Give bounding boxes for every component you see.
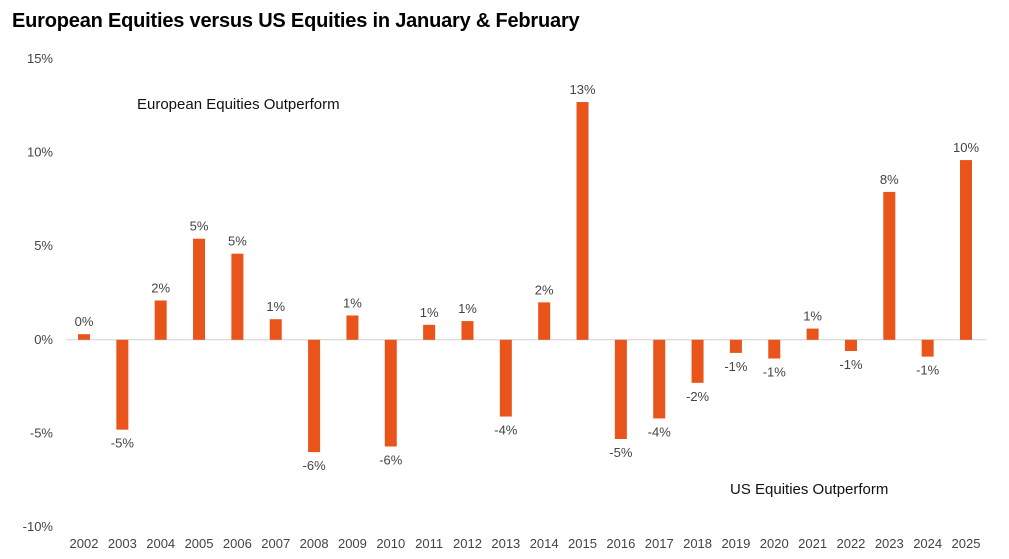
chart-title: European Equities versus US Equities in … bbox=[12, 10, 580, 32]
bar-2002 bbox=[78, 334, 90, 340]
data-label-2014: 2% bbox=[535, 282, 554, 297]
bar-2020 bbox=[768, 339, 781, 359]
x-tick-label: 2012 bbox=[453, 536, 482, 551]
bar-2004 bbox=[154, 300, 167, 340]
bar-2018 bbox=[691, 339, 704, 383]
data-label-2022: -1% bbox=[839, 357, 863, 372]
bar-2022 bbox=[844, 339, 857, 352]
bar-2012 bbox=[461, 321, 474, 340]
bar-2013 bbox=[499, 339, 512, 417]
data-label-2003: -5% bbox=[111, 436, 135, 451]
bar-2011 bbox=[423, 324, 436, 340]
data-labels-group: 0% -5% 2% 5% 5% 1% -6% 1% -6% 1% 1% -4% 2% 13% -5% -4% -… bbox=[75, 82, 980, 473]
data-label-2016: -5% bbox=[609, 445, 633, 460]
y-axis: 15% 10% 5% 0% -5% -10% bbox=[23, 51, 54, 534]
x-tick-label: 2016 bbox=[606, 536, 635, 551]
bar-2008 bbox=[308, 339, 321, 453]
x-tick-label: 2002 bbox=[70, 536, 99, 551]
data-label-2025: 10% bbox=[953, 140, 979, 155]
bar-2023 bbox=[883, 191, 896, 340]
bar-2017 bbox=[653, 339, 666, 419]
y-tick-label: 10% bbox=[27, 145, 53, 160]
data-label-2024: -1% bbox=[916, 363, 940, 378]
x-tick-label: 2024 bbox=[913, 536, 942, 551]
data-label-2007: 1% bbox=[266, 299, 285, 314]
data-label-2015: 13% bbox=[570, 82, 596, 97]
x-tick-label: 2017 bbox=[645, 536, 674, 551]
x-tick-label: 2013 bbox=[491, 536, 520, 551]
data-label-2009: 1% bbox=[343, 295, 362, 310]
bar-2010 bbox=[384, 339, 397, 447]
data-label-2017: -4% bbox=[648, 424, 672, 439]
x-tick-label: 2018 bbox=[683, 536, 712, 551]
x-tick-label: 2019 bbox=[721, 536, 750, 551]
bar-2024 bbox=[921, 339, 934, 357]
x-axis: 2002 2003 2004 2005 2006 2007 2008 2009 2010 2011… bbox=[70, 536, 981, 551]
bar-2014 bbox=[538, 302, 551, 340]
bar-2016 bbox=[614, 339, 627, 440]
annotation-us-outperform: US Equities Outperform bbox=[730, 481, 888, 498]
data-label-2004: 2% bbox=[151, 280, 170, 295]
data-label-2010: -6% bbox=[379, 453, 403, 468]
data-label-2019: -1% bbox=[724, 359, 748, 374]
x-tick-label: 2011 bbox=[415, 536, 443, 551]
bar-2005 bbox=[193, 238, 206, 340]
bar-2009 bbox=[346, 315, 359, 340]
bar-2003 bbox=[116, 339, 129, 430]
x-tick-label: 2014 bbox=[530, 536, 559, 551]
y-tick-label: 0% bbox=[34, 332, 53, 347]
bar-2025 bbox=[960, 160, 972, 340]
y-tick-label: 15% bbox=[27, 51, 53, 66]
x-tick-label: 2007 bbox=[261, 536, 290, 551]
x-tick-label: 2021 bbox=[798, 536, 827, 551]
x-tick-label: 2015 bbox=[568, 536, 597, 551]
y-tick-label: 5% bbox=[34, 238, 53, 253]
data-label-2005: 5% bbox=[190, 219, 209, 234]
x-tick-label: 2025 bbox=[952, 536, 981, 551]
data-label-2018: -2% bbox=[686, 389, 710, 404]
x-tick-label: 2009 bbox=[338, 536, 367, 551]
y-tick-label: -5% bbox=[30, 425, 54, 440]
x-tick-label: 2004 bbox=[146, 536, 175, 551]
bar-2021 bbox=[806, 328, 819, 340]
x-tick-label: 2023 bbox=[875, 536, 904, 551]
x-tick-label: 2020 bbox=[760, 536, 789, 551]
x-tick-label: 2010 bbox=[376, 536, 405, 551]
bar-2006 bbox=[231, 253, 244, 340]
data-label-2021: 1% bbox=[803, 309, 822, 324]
bars-group bbox=[78, 102, 972, 453]
x-tick-label: 2008 bbox=[300, 536, 329, 551]
bar-2019 bbox=[729, 339, 742, 353]
x-tick-label: 2003 bbox=[108, 536, 137, 551]
x-tick-label: 2006 bbox=[223, 536, 252, 551]
x-tick-label: 2022 bbox=[836, 536, 865, 551]
bar-2007 bbox=[269, 319, 282, 340]
y-tick-label: -10% bbox=[23, 519, 54, 534]
data-label-2020: -1% bbox=[763, 365, 787, 380]
data-label-2013: -4% bbox=[494, 423, 518, 438]
data-label-2006: 5% bbox=[228, 234, 247, 249]
data-label-2012: 1% bbox=[458, 301, 477, 316]
x-tick-label: 2005 bbox=[185, 536, 214, 551]
annotation-european-outperform: European Equities Outperform bbox=[137, 96, 340, 113]
data-label-2008: -6% bbox=[303, 458, 327, 473]
data-label-2023: 8% bbox=[880, 172, 899, 187]
data-label-2002: 0% bbox=[75, 314, 94, 329]
bar-2015 bbox=[576, 102, 589, 340]
data-label-2011: 1% bbox=[420, 305, 439, 320]
